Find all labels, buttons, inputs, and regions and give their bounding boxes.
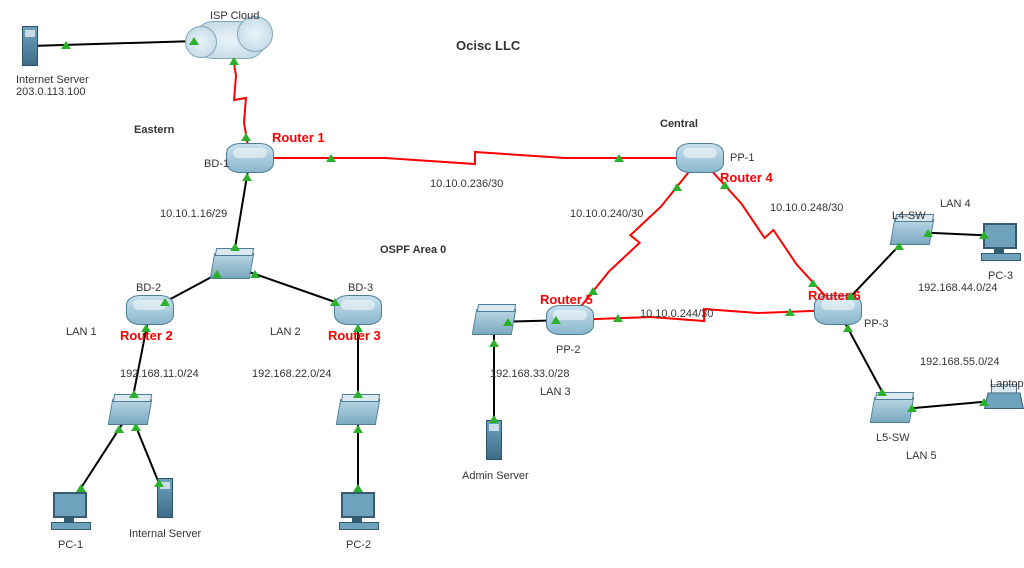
node-label-intsrv: Internal Server (129, 528, 201, 540)
node-label-pc3: PC-3 (988, 270, 1013, 282)
net-label-12: LAN 3 (540, 386, 571, 398)
router-r3[interactable] (334, 295, 382, 325)
link-status-icon (242, 173, 252, 181)
node-label-laptop: Laptop (990, 378, 1024, 390)
net-label-11: LAN 2 (270, 326, 301, 338)
node-label-isp: ISP Cloud (210, 10, 259, 22)
router-label-r2: Router 2 (120, 328, 173, 343)
link-status-icon (330, 298, 340, 306)
diagram-title: Ocisc LLC (456, 38, 520, 53)
node-label-r1: BD-1 (204, 158, 229, 170)
cloud-isp[interactable] (194, 21, 266, 59)
link-status-icon (907, 404, 917, 412)
region-central: Central (660, 118, 698, 130)
link-status-icon (160, 298, 170, 306)
net-label-0: 10.10.1.16/29 (160, 208, 227, 220)
net-label-3: 10.10.0.248/30 (770, 202, 843, 214)
link-status-icon (241, 133, 251, 141)
link-status-icon (923, 229, 933, 237)
router-label-r6: Router 6 (808, 288, 861, 303)
node-label-sw_l4: L4-SW (892, 210, 926, 222)
net-label-7: 192.168.33.0/28 (490, 368, 570, 380)
ospf-area-label: OSPF Area 0 (380, 244, 446, 256)
link-status-icon (230, 243, 240, 251)
link-status-icon (131, 423, 141, 431)
net-label-9: 192.168.55.0/24 (920, 356, 1000, 368)
net-label-1: 10.10.0.236/30 (430, 178, 503, 190)
link-status-icon (877, 388, 887, 396)
link-status-icon (808, 279, 818, 287)
laptop-laptop[interactable] (986, 390, 1022, 410)
node-label-r5: PP-2 (556, 344, 580, 356)
node-label-inetsrv: Internet Server (16, 74, 89, 86)
link-status-icon (614, 154, 624, 162)
node-sublabel-inetsrv: 203.0.113.100 (16, 86, 86, 98)
link-status-icon (250, 270, 260, 278)
node-label-pc1: PC-1 (58, 539, 83, 551)
net-label-6: 192.168.22.0/24 (252, 368, 332, 380)
switch-sw_l2[interactable] (338, 399, 378, 425)
pc-pc1[interactable] (53, 492, 87, 518)
link-status-icon (489, 339, 499, 347)
link-status-icon (229, 57, 239, 65)
link-status-icon (212, 270, 222, 278)
link-status-icon (613, 314, 623, 322)
link-status-icon (551, 316, 561, 324)
link-status-icon (353, 390, 363, 398)
node-label-r3: BD-3 (348, 282, 373, 294)
net-label-5: 192.168.11.0/24 (120, 368, 199, 380)
router-label-r3: Router 3 (328, 328, 381, 343)
link-status-icon (353, 484, 363, 492)
link-status-icon (785, 308, 795, 316)
link-status-icon (129, 390, 139, 398)
net-label-8: 192.168.44.0/24 (918, 282, 998, 294)
node-label-pc2: PC-2 (346, 539, 371, 551)
node-label-r6: PP-3 (864, 318, 888, 330)
switch-sw_l5[interactable] (872, 397, 912, 423)
net-label-14: LAN 5 (906, 450, 937, 462)
region-eastern: Eastern (134, 124, 174, 136)
link-status-icon (114, 425, 124, 433)
net-label-10: LAN 1 (66, 326, 97, 338)
link-status-icon (979, 398, 989, 406)
pc-pc2[interactable] (341, 492, 375, 518)
link-status-icon (503, 318, 513, 326)
link-status-icon (672, 183, 682, 191)
router-label-r5: Router 5 (540, 292, 593, 307)
link-status-icon (353, 425, 363, 433)
switch-sw_l1[interactable] (110, 399, 150, 425)
link-status-icon (894, 242, 904, 250)
node-label-r2: BD-2 (136, 282, 161, 294)
server-inetsrv[interactable] (22, 26, 38, 66)
link-status-icon (326, 154, 336, 162)
link-status-icon (979, 231, 989, 239)
link-status-icon (61, 41, 71, 49)
server-adminsrv[interactable] (486, 420, 502, 460)
net-label-4: 10.10.0.244/30 (640, 308, 713, 320)
link-status-icon (154, 479, 164, 487)
link-status-icon (489, 415, 499, 423)
node-label-r4: PP-1 (730, 152, 754, 164)
router-r4[interactable] (676, 143, 724, 173)
link-status-icon (843, 324, 853, 332)
router-label-r1: Router 1 (272, 130, 325, 145)
link-status-icon (189, 37, 199, 45)
router-r1[interactable] (226, 143, 274, 173)
node-label-sw_l5: L5-SW (876, 432, 910, 444)
link-status-icon (76, 484, 86, 492)
router-label-r4: Router 4 (720, 170, 773, 185)
node-label-adminsrv: Admin Server (462, 470, 529, 482)
net-label-13: LAN 4 (940, 198, 971, 210)
net-label-2: 10.10.0.240/30 (570, 208, 643, 220)
